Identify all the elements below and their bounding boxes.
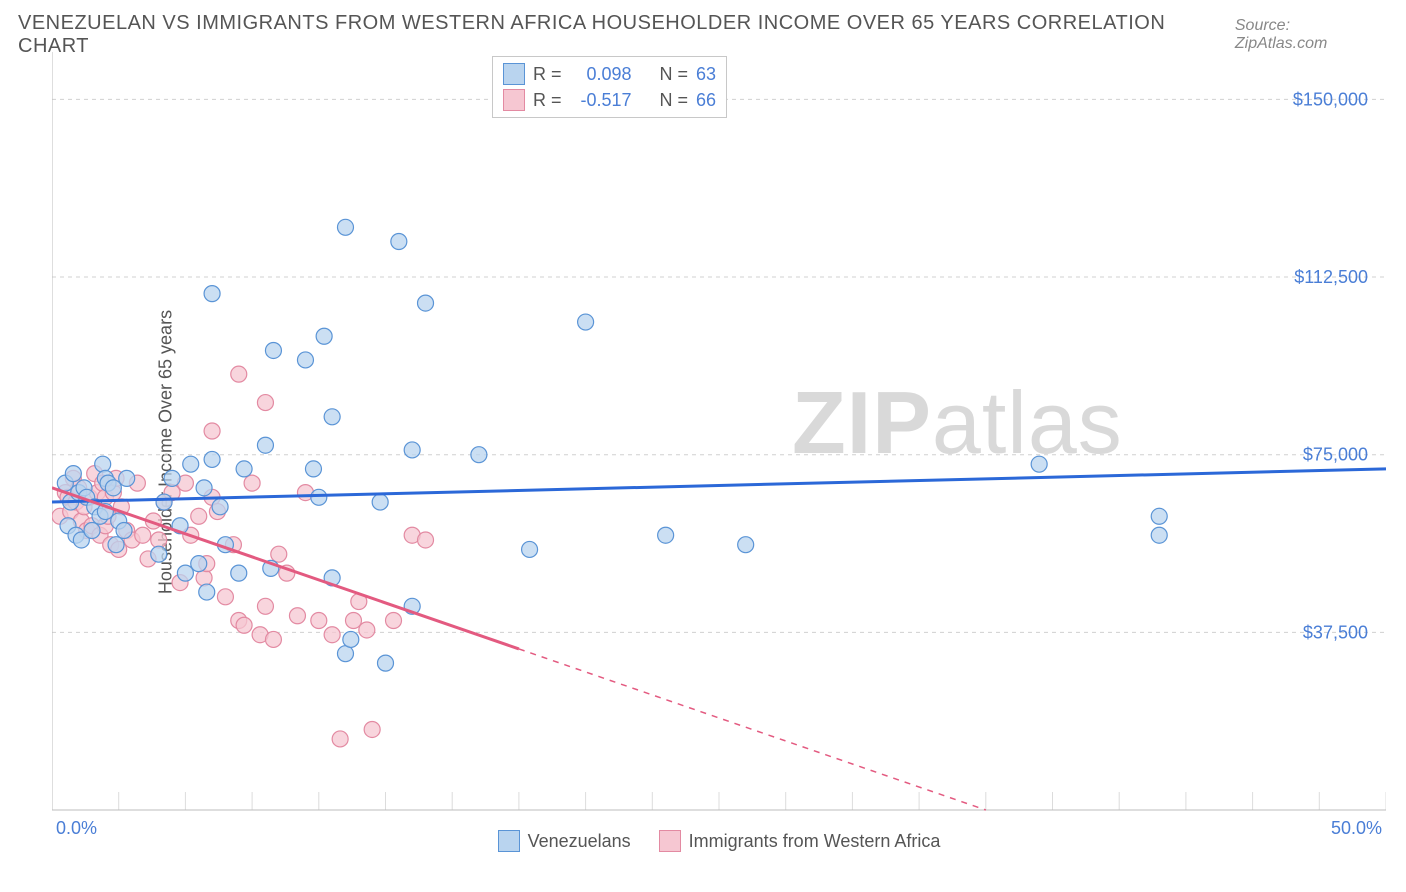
data-point: [324, 627, 340, 643]
data-point: [105, 480, 121, 496]
data-point: [658, 527, 674, 543]
y-tick-label: $37,500: [1303, 622, 1368, 642]
data-point: [257, 598, 273, 614]
data-point: [191, 556, 207, 572]
data-point: [196, 480, 212, 496]
data-point: [119, 470, 135, 486]
data-point: [177, 565, 193, 581]
data-point: [297, 352, 313, 368]
bottom-legend-item: Venezuelans: [498, 830, 631, 852]
data-point: [257, 395, 273, 411]
data-point: [151, 532, 167, 548]
stats-r-label: R =: [533, 64, 562, 85]
data-point: [204, 451, 220, 467]
data-point: [372, 494, 388, 510]
data-point: [1151, 527, 1167, 543]
data-point: [95, 456, 111, 472]
data-point: [164, 470, 180, 486]
data-point: [196, 570, 212, 586]
data-point: [183, 456, 199, 472]
data-point: [324, 409, 340, 425]
stats-r-label: R =: [533, 90, 562, 111]
stats-n-value: 66: [696, 90, 716, 111]
data-point: [151, 546, 167, 562]
stats-n-label: N =: [660, 90, 689, 111]
data-point: [231, 366, 247, 382]
data-point: [1031, 456, 1047, 472]
data-point: [378, 655, 394, 671]
stats-n-label: N =: [660, 64, 689, 85]
data-point: [212, 499, 228, 515]
data-point: [204, 286, 220, 302]
data-point: [364, 721, 380, 737]
data-point: [84, 522, 100, 538]
data-point: [738, 537, 754, 553]
data-point: [204, 423, 220, 439]
data-point: [386, 613, 402, 629]
data-point: [236, 617, 252, 633]
data-point: [343, 631, 359, 647]
legend-label: Immigrants from Western Africa: [689, 831, 941, 852]
data-point: [418, 295, 434, 311]
data-point: [404, 442, 420, 458]
stats-r-value: 0.098: [570, 64, 632, 85]
data-point: [311, 613, 327, 629]
data-point: [345, 613, 361, 629]
stats-legend-row: R = -0.517 N = 66: [503, 87, 716, 113]
data-point: [578, 314, 594, 330]
chart-source: Source: ZipAtlas.com: [1235, 17, 1386, 53]
data-point: [191, 508, 207, 524]
data-point: [311, 489, 327, 505]
data-point: [337, 219, 353, 235]
data-point: [337, 646, 353, 662]
data-point: [359, 622, 375, 638]
data-point: [199, 584, 215, 600]
data-point: [265, 342, 281, 358]
data-point: [391, 234, 407, 250]
data-point: [271, 546, 287, 562]
data-point: [135, 527, 151, 543]
y-tick-label: $112,500: [1294, 267, 1368, 287]
legend-swatch: [503, 63, 525, 85]
legend-swatch: [498, 830, 520, 852]
stats-n-value: 63: [696, 64, 716, 85]
data-point: [1151, 508, 1167, 524]
data-point: [156, 494, 172, 510]
data-point: [257, 437, 273, 453]
data-point: [217, 589, 233, 605]
scatter-plot: $37,500$75,000$112,500$150,0000.0%50.0%: [52, 52, 1386, 852]
data-point: [471, 447, 487, 463]
legend-swatch: [503, 89, 525, 111]
legend-swatch: [659, 830, 681, 852]
data-point: [305, 461, 321, 477]
stats-legend: R = 0.098 N = 63 R = -0.517 N = 66: [492, 56, 727, 118]
data-point: [108, 537, 124, 553]
chart-area: Householder Income Over 65 years $37,500…: [52, 52, 1386, 852]
bottom-legend: Venezuelans Immigrants from Western Afri…: [52, 830, 1386, 852]
data-point: [65, 466, 81, 482]
bottom-legend-item: Immigrants from Western Africa: [659, 830, 941, 852]
legend-label: Venezuelans: [528, 831, 631, 852]
y-tick-label: $150,000: [1293, 89, 1368, 109]
data-point: [418, 532, 434, 548]
data-point: [316, 328, 332, 344]
data-point: [289, 608, 305, 624]
data-point: [116, 522, 132, 538]
data-point: [236, 461, 252, 477]
data-point: [265, 631, 281, 647]
y-tick-label: $75,000: [1303, 445, 1368, 465]
data-point: [244, 475, 260, 491]
data-point: [332, 731, 348, 747]
stats-r-value: -0.517: [570, 90, 632, 111]
data-point: [231, 565, 247, 581]
stats-legend-row: R = 0.098 N = 63: [503, 61, 716, 87]
data-point: [522, 541, 538, 557]
